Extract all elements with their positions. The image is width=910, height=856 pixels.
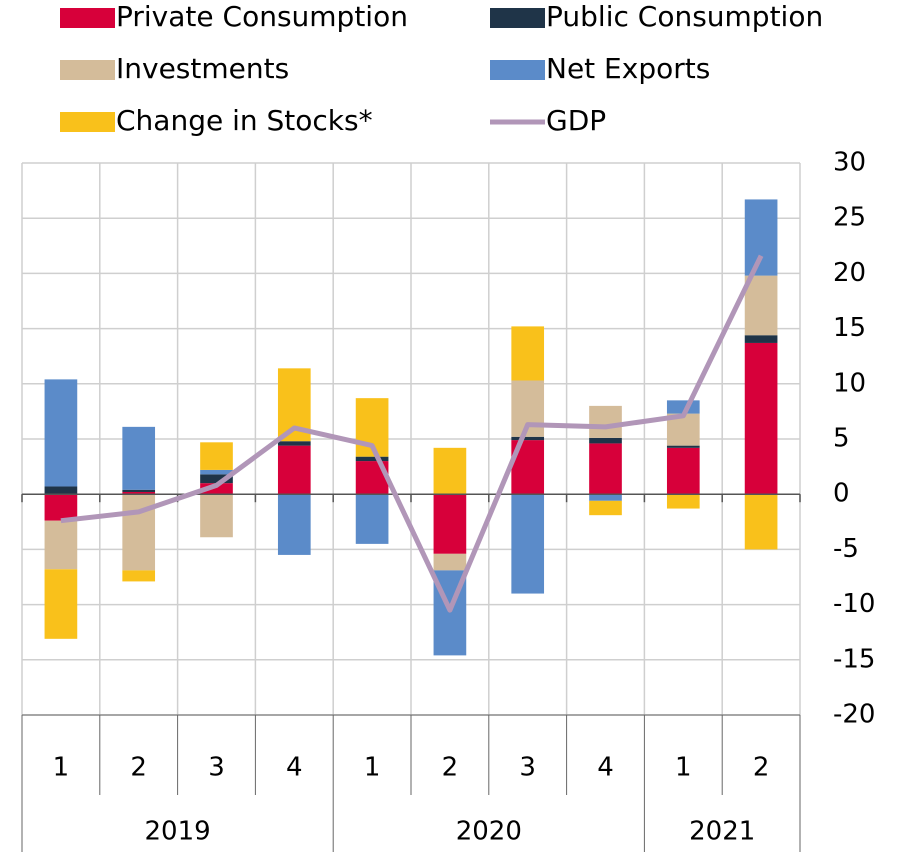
x-tick-label: 3: [519, 753, 536, 783]
bar-segment: [744, 342, 778, 495]
bar-segment: [200, 474, 233, 484]
bar-segment: [511, 436, 545, 441]
bar-segment: [589, 437, 622, 444]
bar-segment: [744, 335, 778, 343]
y-tick-label: 0: [833, 479, 850, 509]
y-tick-label: 25: [833, 203, 866, 233]
legend-swatch: [490, 60, 545, 80]
bar-segment: [589, 500, 622, 516]
bar-segment: [122, 491, 156, 495]
bar-segment: [200, 494, 233, 538]
x-tick-label: 1: [53, 753, 70, 783]
bar-segment: [122, 570, 156, 582]
bar-segment: [355, 494, 389, 544]
bar-segment: [277, 441, 311, 446]
bar-segment: [44, 379, 78, 487]
y-tick-label: -15: [833, 644, 875, 674]
legend-label: Private Consumption: [116, 0, 408, 33]
x-tick-label: 4: [597, 753, 614, 783]
bar-segment: [744, 275, 778, 336]
y-tick-label: 30: [833, 148, 866, 178]
legend-swatch: [490, 8, 545, 28]
bar-segment: [200, 483, 233, 495]
bar-segment: [433, 494, 467, 554]
bar-segment: [744, 199, 778, 276]
bar-segment: [122, 426, 156, 490]
year-label: 2020: [456, 817, 522, 847]
y-tick-label: -5: [833, 534, 859, 564]
bar-segment: [433, 447, 467, 495]
y-tick-label: 10: [833, 368, 866, 398]
bar-segment: [122, 489, 156, 492]
x-tick-label: 2: [442, 753, 459, 783]
bar-segment: [589, 443, 622, 495]
bar-segment: [511, 494, 545, 594]
x-tick-label: 1: [675, 753, 692, 783]
bar-segment: [44, 486, 78, 495]
y-tick-label: 20: [833, 258, 866, 288]
legend-label: Net Exports: [546, 52, 710, 85]
y-tick-label: 5: [833, 424, 850, 454]
bar-segment: [511, 326, 545, 381]
y-tick-label: -20: [833, 700, 875, 730]
bar-segment: [44, 494, 78, 521]
x-tick-label: 2: [130, 753, 147, 783]
bar-segment: [666, 494, 700, 509]
x-tick-label: 4: [286, 753, 303, 783]
legend-label: Public Consumption: [546, 0, 823, 33]
y-tick-label: -10: [833, 589, 875, 619]
legend-label: Investments: [116, 52, 289, 85]
x-tick-label: 3: [208, 753, 225, 783]
bar-segment: [200, 469, 233, 475]
bar-segment: [44, 569, 78, 639]
bar-segment: [277, 494, 311, 555]
bar-segment: [744, 494, 778, 550]
y-tick-label: 15: [833, 313, 866, 343]
legend-swatch: [60, 60, 115, 80]
x-tick-label: 1: [364, 753, 381, 783]
legend-label: GDP: [546, 104, 606, 137]
gdp-line: [60, 254, 764, 613]
bar-segment: [589, 405, 622, 438]
legend-swatch: [60, 112, 115, 132]
bar-segment: [355, 456, 389, 462]
x-tick-label: 2: [753, 753, 770, 783]
legend-swatch: [60, 8, 115, 28]
bar-segment: [666, 447, 700, 495]
legend-label: Change in Stocks*: [116, 104, 373, 137]
year-label: 2019: [145, 817, 211, 847]
bar-segment: [589, 494, 622, 501]
bar-segment: [433, 553, 467, 571]
bar-segment: [44, 520, 78, 570]
bar-segment: [666, 445, 700, 448]
bar-segment: [277, 445, 311, 495]
bar-segment: [200, 442, 233, 470]
year-label: 2021: [689, 817, 755, 847]
